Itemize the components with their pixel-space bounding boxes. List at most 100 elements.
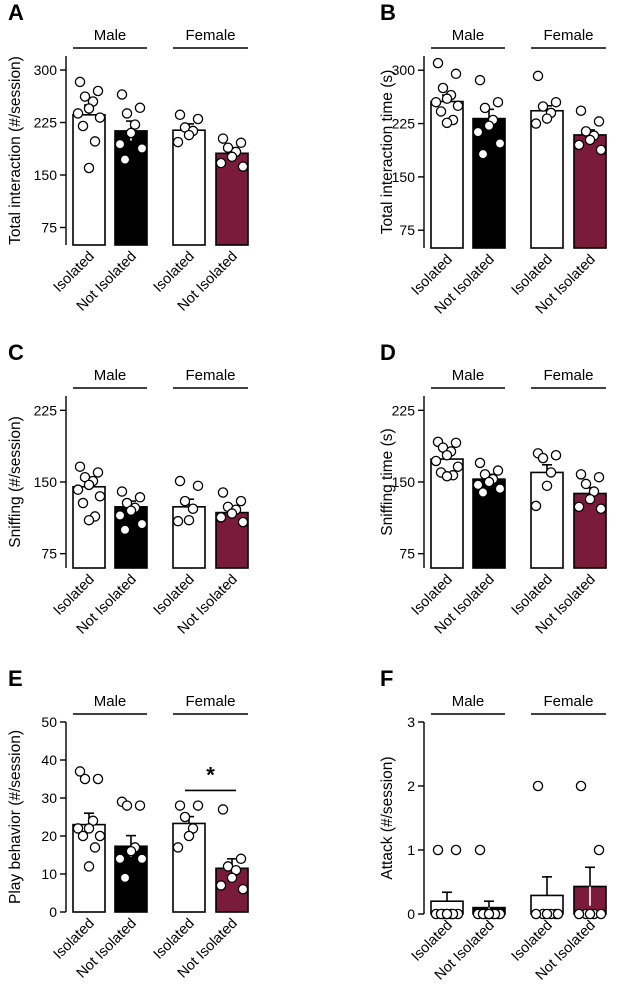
data-point: [472, 479, 484, 491]
group-label: Male: [94, 27, 127, 44]
bar: [530, 109, 564, 249]
data-point: [226, 872, 238, 884]
data-point: [136, 853, 148, 865]
data-point: [573, 908, 585, 920]
panel-letter: D: [380, 340, 396, 365]
data-point: [541, 480, 553, 492]
data-point: [450, 68, 462, 80]
y-tick-label: 3: [407, 714, 415, 730]
data-point: [183, 514, 195, 526]
data-point: [530, 500, 542, 512]
data-point: [134, 102, 146, 114]
data-point: [552, 908, 564, 920]
data-point: [72, 108, 84, 119]
data-point: [92, 467, 104, 478]
group-label: Male: [452, 693, 485, 710]
data-point: [595, 908, 607, 920]
data-point: [595, 503, 607, 515]
data-point: [541, 908, 553, 920]
data-point: [580, 126, 592, 137]
y-tick-label: 1: [407, 842, 415, 858]
data-point: [441, 449, 453, 461]
data-point: [584, 908, 596, 920]
y-tick-label: 30: [41, 790, 57, 806]
data-point: [92, 85, 104, 97]
data-point: [530, 908, 542, 920]
data-point: [121, 800, 133, 811]
data-point: [77, 497, 89, 509]
bar: [72, 114, 106, 246]
data-point: [237, 516, 249, 528]
data-point: [77, 830, 89, 842]
y-tick-label: 2: [407, 778, 415, 794]
data-point: [477, 487, 489, 498]
data-point: [595, 144, 607, 156]
data-point: [114, 510, 126, 521]
data-point: [174, 475, 186, 487]
group-label: Male: [452, 367, 485, 384]
group-label: Female: [543, 693, 593, 710]
data-point: [119, 524, 131, 536]
data-point: [72, 484, 84, 495]
data-point: [222, 142, 234, 153]
bar: [472, 117, 506, 249]
data-point: [452, 100, 464, 112]
data-point: [83, 823, 95, 834]
data-point: [116, 486, 128, 497]
data-point: [441, 117, 453, 129]
data-point: [477, 148, 489, 160]
data-point: [125, 127, 137, 139]
data-point: [83, 103, 95, 114]
y-axis-label: Sniffing time (s): [379, 428, 396, 535]
data-point: [183, 129, 195, 141]
data-point: [114, 853, 126, 865]
data-point: [215, 157, 227, 169]
data-point: [450, 437, 462, 449]
data-point: [575, 469, 587, 480]
data-point: [89, 842, 101, 853]
data-point: [192, 113, 204, 125]
data-point: [593, 471, 605, 483]
y-tick-label: 20: [41, 828, 57, 844]
data-point: [530, 118, 542, 129]
y-tick-label: 300: [34, 62, 58, 78]
panel-letter: F: [380, 666, 393, 691]
data-point: [179, 811, 191, 823]
data-point: [129, 119, 141, 130]
data-point: [79, 773, 91, 785]
data-point: [94, 830, 106, 842]
data-point: [532, 780, 544, 792]
y-tick-label: 75: [399, 546, 415, 562]
data-point: [119, 872, 131, 884]
data-point: [573, 501, 585, 513]
data-point: [593, 116, 605, 127]
data-point: [79, 91, 91, 102]
data-point: [226, 151, 238, 163]
group-label: Male: [452, 27, 485, 44]
data-point: [83, 162, 95, 174]
data-point: [430, 96, 442, 108]
data-point: [235, 137, 247, 149]
data-point: [172, 136, 184, 148]
y-tick-label: 10: [41, 866, 57, 882]
data-point: [432, 57, 444, 69]
data-point: [83, 514, 95, 526]
data-point: [121, 108, 133, 119]
y-tick-label: 150: [34, 474, 58, 490]
y-tick-label: 150: [392, 169, 416, 185]
data-point: [74, 766, 86, 777]
data-point: [83, 479, 95, 491]
y-tick-label: 225: [392, 402, 416, 418]
data-point: [474, 74, 486, 86]
data-point: [179, 495, 191, 507]
data-point: [492, 96, 504, 108]
data-point: [441, 908, 453, 920]
data-point: [573, 139, 585, 151]
data-point: [192, 800, 204, 811]
panel-letter: C: [8, 340, 24, 365]
data-point: [125, 505, 137, 516]
y-tick-label: 300: [392, 62, 416, 78]
